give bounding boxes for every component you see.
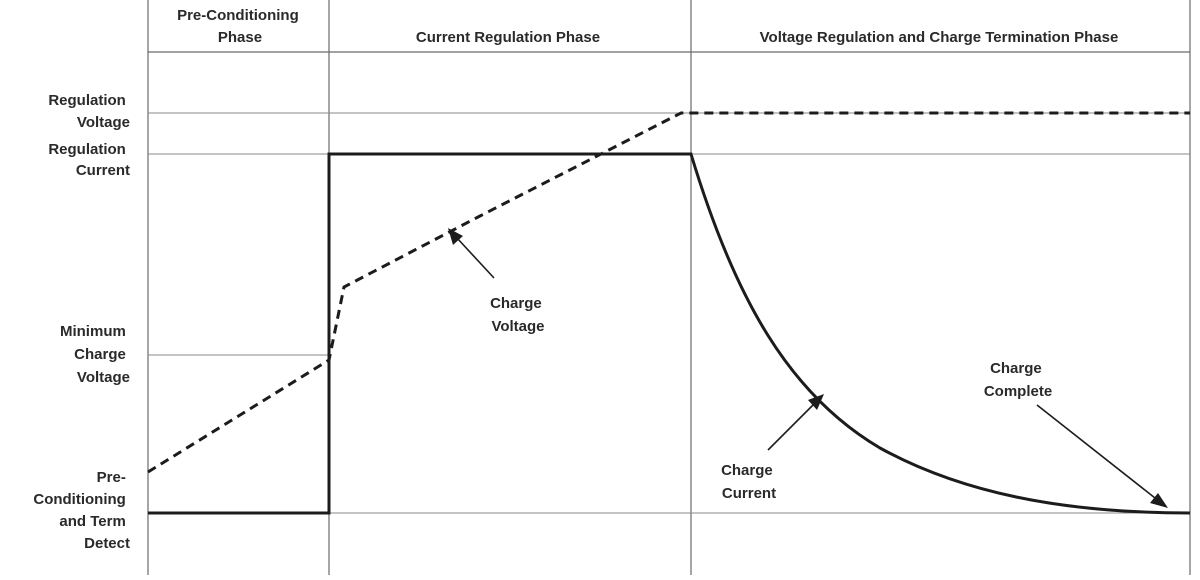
charge-complete-label: Charge Complete [984,360,1052,400]
charge-complete-arrowhead [1150,493,1168,508]
annotation-charge-complete: Charge Complete [984,360,1168,508]
level-label-regulation-current: Regulation Current [48,141,130,179]
phase-label-preconditioning: Pre-Conditioning Phase [177,7,303,46]
charge-current-arrow [767,402,816,451]
level-label-regulation-voltage: Regulation Voltage [48,92,130,131]
phase-label-current-regulation: Current Regulation Phase [416,29,600,46]
annotation-charge-current: Charge Current [721,394,824,502]
charge-current-label: Charge Current [721,462,777,502]
charge-voltage-label: Charge Voltage [490,295,546,335]
charge-complete-arrow [1036,404,1156,499]
annotation-charge-voltage: Charge Voltage [448,228,546,335]
charge-voltage-arrowhead [448,228,463,245]
charge-voltage-arrow [456,237,495,279]
level-label-minimum-charge-voltage: Minimum Charge Voltage [60,323,130,386]
level-label-preconditioning-term-detect: Pre- Conditioning and Term Detect [33,469,130,552]
charge-current-curve [148,152,1191,515]
charge-current-arrowhead [808,394,824,410]
phase-label-voltage-regulation: Voltage Regulation and Charge Terminatio… [760,29,1119,46]
diagram-grid [147,0,1191,575]
charge-voltage-curve [147,111,1190,474]
